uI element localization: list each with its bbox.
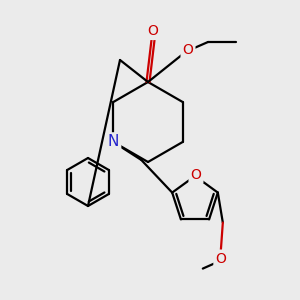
Text: O: O xyxy=(215,252,226,266)
Text: O: O xyxy=(148,24,158,38)
Text: O: O xyxy=(190,168,201,182)
Text: N: N xyxy=(108,134,119,149)
Text: O: O xyxy=(183,43,194,57)
